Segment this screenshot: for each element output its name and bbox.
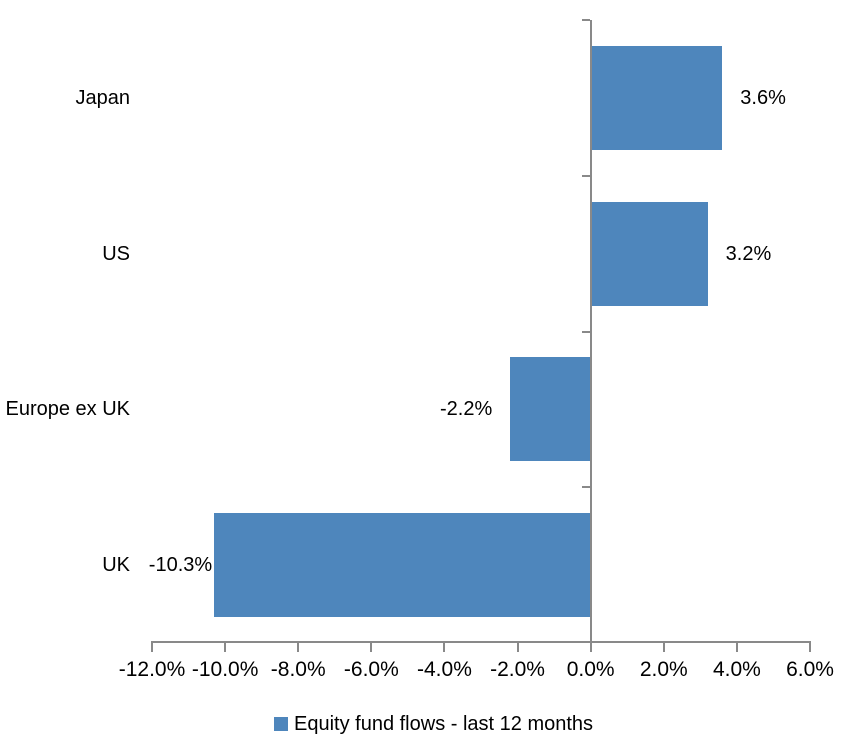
x-axis-line: [151, 641, 811, 643]
x-axis-tick: [443, 643, 446, 652]
bar-uk: [214, 513, 591, 618]
category-axis-line: [589, 20, 592, 643]
x-axis-tick-label: 0.0%: [566, 658, 615, 681]
x-axis-tick: [735, 643, 738, 652]
x-axis-tick: [589, 643, 592, 652]
category-label-uk: UK: [102, 554, 130, 577]
category-axis-tick: [581, 19, 590, 21]
x-axis-tick: [224, 643, 227, 652]
x-axis-tick-label: -2.0%: [490, 658, 545, 681]
x-axis-tick: [662, 643, 665, 652]
legend-swatch-icon: [274, 717, 288, 731]
x-axis-tick-label: -10.0%: [191, 658, 259, 681]
category-label-us: US: [102, 242, 130, 265]
x-axis-tick-label: 6.0%: [786, 658, 834, 681]
x-axis-tick: [370, 643, 373, 652]
legend: Equity fund flows - last 12 months: [274, 711, 593, 737]
category-label-japan: Japan: [75, 86, 131, 109]
bar-value-label-japan: 3.6%: [740, 86, 786, 109]
x-axis-tick-label: 4.0%: [712, 658, 761, 681]
x-axis-tick: [809, 643, 811, 652]
bar-value-label-uk: -10.3%: [148, 554, 213, 577]
category-label-europe-ex-uk: Europe ex UK: [5, 398, 130, 421]
x-axis-tick-label: -8.0%: [270, 658, 326, 681]
category-axis-tick: [581, 174, 590, 177]
x-axis-tick: [151, 643, 153, 652]
legend-label: Equity fund flows - last 12 months: [294, 713, 594, 735]
bar-value-label-us: 3.2%: [725, 242, 772, 265]
category-axis-tick: [581, 330, 590, 333]
bar-us: [590, 201, 708, 306]
x-axis-tick-label: -4.0%: [417, 658, 472, 681]
x-axis-tick-label: -6.0%: [343, 658, 399, 681]
x-axis-tick-label: -12.0%: [118, 658, 186, 681]
bar-value-label-europe-ex-uk: -2.2%: [440, 398, 493, 421]
x-axis-tick: [297, 643, 300, 652]
bar-europe-ex-uk: [510, 357, 591, 462]
x-axis-tick-label: 2.0%: [639, 658, 688, 681]
category-axis-tick: [581, 486, 590, 489]
x-axis-tick: [516, 643, 519, 652]
bar-japan: [590, 45, 723, 150]
